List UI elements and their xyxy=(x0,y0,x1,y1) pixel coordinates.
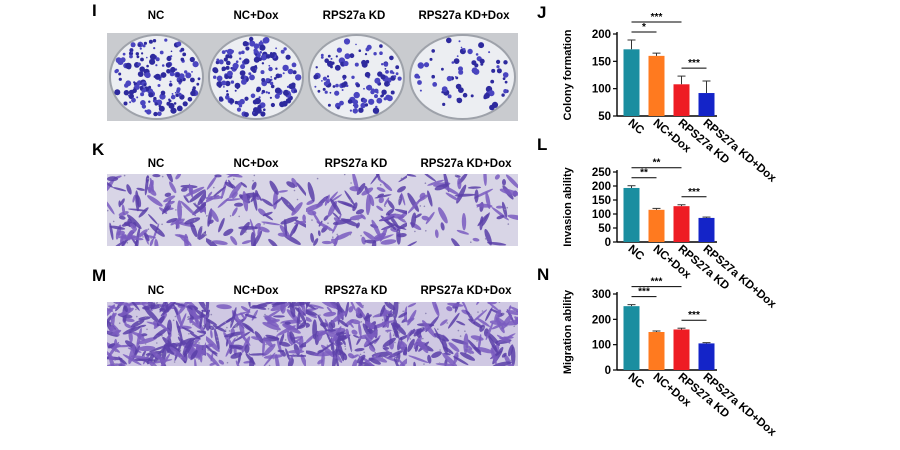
significance-label: *** xyxy=(688,187,700,198)
label-k-nc: NC xyxy=(147,158,165,170)
panel-letter-j: J xyxy=(537,3,547,22)
error-bar-3 xyxy=(677,204,686,207)
y-tick-label: 200 xyxy=(592,29,611,41)
significance-label: ** xyxy=(653,158,661,169)
panel-letter-i: I xyxy=(92,1,97,20)
y-axis-label: Migration ability xyxy=(562,289,574,374)
bar-4 xyxy=(698,343,715,370)
significance-label: * xyxy=(642,22,646,33)
invasion-image-3 xyxy=(306,174,407,246)
significance-bracket: * xyxy=(631,22,657,33)
bar-1 xyxy=(623,306,640,370)
colony-image-4 xyxy=(407,33,518,121)
migration-image-3 xyxy=(306,302,407,366)
significance-label: *** xyxy=(638,287,650,298)
error-bar-4 xyxy=(702,216,711,218)
y-tick-label: 100 xyxy=(592,84,611,96)
error-bar-4 xyxy=(702,342,711,344)
x-tick-label: NC xyxy=(626,117,646,137)
label-k-kd: RPS27a KD xyxy=(324,158,388,170)
significance-bracket: *** xyxy=(681,187,707,198)
error-bar-3 xyxy=(677,75,686,85)
error-bar-4 xyxy=(702,80,711,94)
bar-1 xyxy=(623,187,640,242)
label-k-nc-dox: NC+Dox xyxy=(233,158,279,170)
significance-bracket: *** xyxy=(681,58,707,69)
migration-image-4 xyxy=(407,302,518,366)
panel-letter-k: K xyxy=(92,140,105,159)
bar-4 xyxy=(698,217,715,242)
y-tick-label: 250 xyxy=(592,167,611,179)
x-tick-label: NC xyxy=(626,243,646,263)
bar-2 xyxy=(648,332,665,370)
bar-3 xyxy=(673,329,690,370)
y-axis-label: Colony formation xyxy=(562,29,574,120)
significance-label: ** xyxy=(640,168,648,179)
error-bar-2 xyxy=(652,330,661,332)
error-bar-2 xyxy=(652,52,661,56)
label-k-kd-dox: RPS27a KD+Dox xyxy=(420,158,512,170)
bar-1 xyxy=(623,49,640,116)
label-i-nc: NC xyxy=(147,10,165,22)
label-m-nc-dox: NC+Dox xyxy=(233,285,279,297)
label-i-kd: RPS27a KD xyxy=(322,10,386,22)
migration-image-2 xyxy=(206,302,306,366)
significance-bracket: ** xyxy=(631,168,657,179)
colony-image-1 xyxy=(107,33,206,121)
error-bar-1 xyxy=(627,39,636,50)
y-tick-label: 100 xyxy=(592,340,611,352)
panel-letter-l: L xyxy=(537,135,548,154)
bar-3 xyxy=(673,206,690,242)
y-axis-label: Invasion ability xyxy=(562,166,574,246)
significance-bracket: ** xyxy=(631,158,682,169)
y-tick-label: 200 xyxy=(592,314,611,326)
y-tick-label: 0 xyxy=(605,365,611,377)
y-tick-label: 50 xyxy=(598,111,611,123)
y-tick-label: 100 xyxy=(592,209,611,221)
invasion-image-4 xyxy=(407,174,518,246)
significance-label: *** xyxy=(651,277,663,288)
significance-bracket: *** xyxy=(631,12,682,23)
colony-image-2 xyxy=(206,33,306,121)
error-bar-1 xyxy=(627,185,636,188)
significance-label: *** xyxy=(688,310,700,321)
label-i-kd-dox: RPS27a KD+Dox xyxy=(418,10,510,22)
y-tick-label: 0 xyxy=(605,237,611,249)
x-tick-label: NC xyxy=(626,371,646,391)
invasion-image-1 xyxy=(107,174,206,246)
bar-3 xyxy=(673,84,690,116)
label-m-kd: RPS27a KD xyxy=(324,285,388,297)
y-tick-label: 200 xyxy=(592,181,611,193)
significance-bracket: *** xyxy=(631,287,657,298)
panel-letter-n: N xyxy=(537,265,550,284)
y-tick-label: 300 xyxy=(592,289,611,301)
migration-image-1 xyxy=(107,302,206,366)
significance-bracket: *** xyxy=(681,310,707,321)
label-m-nc: NC xyxy=(147,285,165,297)
bar-2 xyxy=(648,55,665,116)
error-bar-3 xyxy=(677,327,686,330)
error-bar-1 xyxy=(627,304,636,307)
colony-image-3 xyxy=(306,33,407,121)
significance-bracket: *** xyxy=(631,277,682,288)
y-tick-label: 50 xyxy=(598,223,611,235)
significance-label: *** xyxy=(688,58,700,69)
label-m-kd-dox: RPS27a KD+Dox xyxy=(420,285,512,297)
significance-label: *** xyxy=(651,12,663,23)
y-tick-label: 150 xyxy=(592,195,611,207)
y-tick-label: 150 xyxy=(592,56,611,68)
error-bar-2 xyxy=(652,207,661,210)
label-i-nc-dox: NC+Dox xyxy=(233,10,279,22)
panel-letter-m: M xyxy=(92,266,107,285)
invasion-image-2 xyxy=(206,174,306,246)
bar-4 xyxy=(698,93,715,116)
bar-2 xyxy=(648,209,665,242)
